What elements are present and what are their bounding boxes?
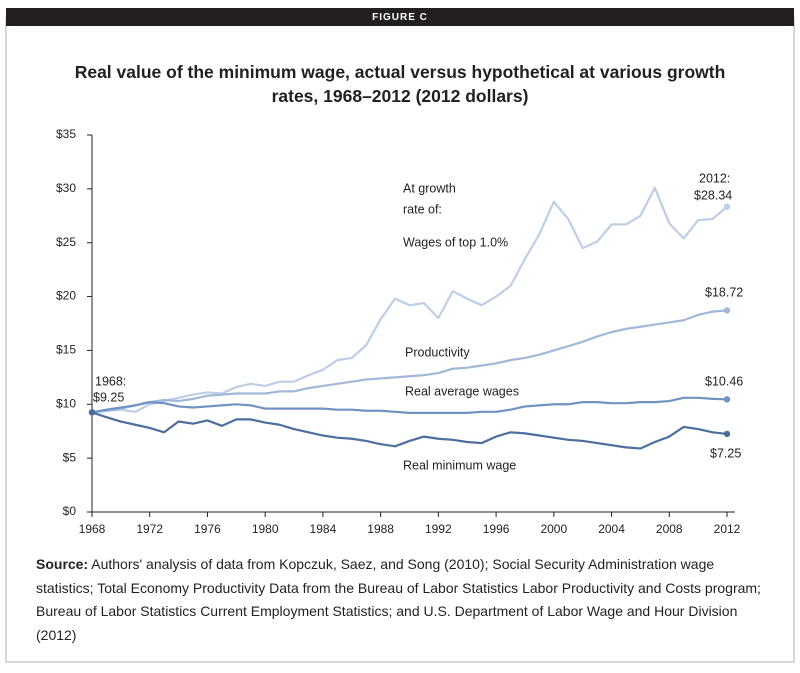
x-tick-label: 1988	[367, 522, 394, 536]
endpoint-dot	[723, 203, 731, 210]
source-label: Source:	[36, 556, 89, 572]
y-tick-label: $35	[56, 127, 76, 141]
x-tick-label: 1996	[483, 522, 510, 536]
endpoint-dot	[723, 396, 731, 403]
series-label: Real minimum wage	[403, 458, 516, 472]
x-tick-label: 1980	[252, 522, 279, 536]
y-tick-label: $0	[63, 504, 77, 518]
series-label: Real average wages	[405, 384, 519, 398]
series-line	[91, 411, 728, 450]
x-tick-label: 1972	[136, 522, 163, 536]
y-tick-label: $15	[56, 343, 76, 357]
x-tick-label: 1984	[310, 522, 337, 536]
series-line	[91, 186, 728, 414]
annotation: $10.46	[705, 374, 743, 388]
annotation: $18.72	[705, 285, 743, 299]
x-tick-label: 1968	[79, 522, 106, 536]
chart-title: Real value of the minimum wage, actual v…	[74, 62, 726, 106]
annotation: 2012:	[699, 171, 730, 185]
source-text: Authors' analysis of data from Kopczuk, …	[36, 556, 761, 643]
y-tick-label: $25	[56, 235, 76, 249]
x-tick-label: 2000	[540, 522, 567, 536]
series-label: Wages of top 1.0%	[403, 235, 508, 249]
figure-label: FIGURE C	[372, 12, 428, 23]
y-tick-label: $20	[56, 289, 76, 303]
y-tick-label: $5	[63, 450, 77, 464]
source-note: Source: Authors' analysis of data from K…	[36, 553, 771, 647]
annotation: rate of:	[403, 202, 442, 216]
annotation: At growth	[403, 181, 456, 195]
x-tick-label: 1992	[425, 522, 452, 536]
endpoint-dot	[723, 307, 731, 314]
y-tick-label: $10	[56, 396, 76, 410]
endpoint-dot	[88, 409, 96, 416]
annotation: $9.25	[93, 390, 124, 404]
annotation: 1968:	[95, 374, 126, 388]
series-line	[91, 396, 728, 415]
annotation: $7.25	[710, 446, 741, 460]
series-label: Productivity	[405, 345, 470, 359]
x-tick-label: 1976	[194, 522, 221, 536]
x-tick-label: 2012	[714, 522, 741, 536]
series-line	[91, 309, 728, 414]
x-tick-label: 2008	[656, 522, 683, 536]
endpoint-dot	[723, 430, 731, 438]
annotation: $28.34	[694, 188, 732, 202]
figure-header-bar	[6, 8, 794, 26]
title-box: Real value of the minimum wage, actual v…	[74, 62, 726, 106]
x-tick-label: 2004	[598, 522, 625, 536]
y-tick-label: $30	[56, 181, 76, 195]
